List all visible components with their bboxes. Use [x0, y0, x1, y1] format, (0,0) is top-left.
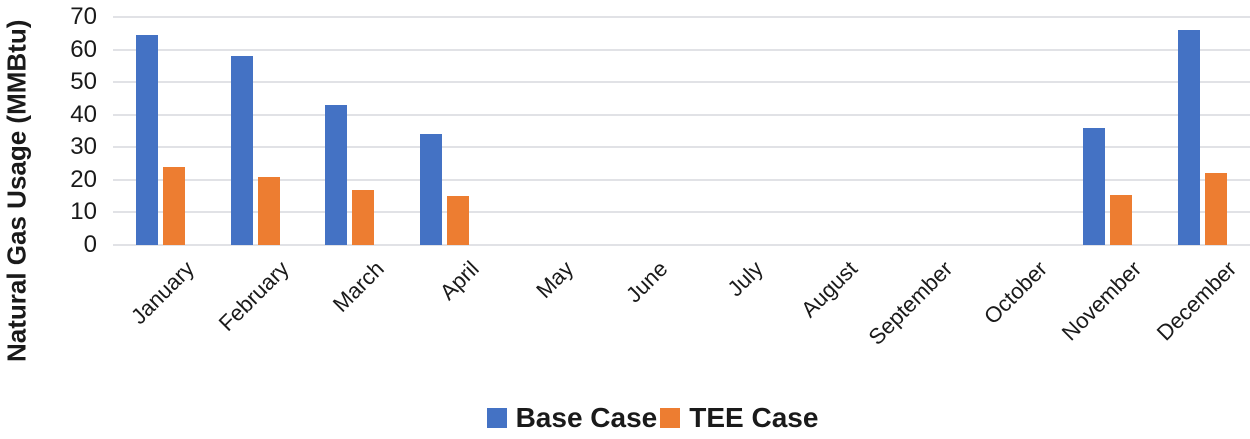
x-tick-label-june: June	[621, 256, 673, 308]
x-tick-label-april: April	[434, 256, 484, 305]
x-tick-label-july: July	[722, 256, 768, 302]
gridline-y-50	[113, 81, 1250, 84]
gridline-y-30	[113, 146, 1250, 149]
legend-label-base-case: Base Case	[515, 402, 658, 433]
bar-base-case-february	[230, 56, 253, 245]
gridline-y-70	[113, 16, 1250, 18]
legend-item-base-case: Base Case	[486, 402, 658, 434]
y-tick-label-20: 20	[70, 165, 97, 193]
legend-swatch-base-case	[486, 408, 507, 428]
legend-swatch-tee-case	[660, 408, 681, 428]
gridline-y-0	[113, 244, 1250, 246]
y-tick-label-70: 70	[70, 3, 97, 30]
x-tick-label-november: November	[1057, 256, 1147, 346]
bar-tee-case-march	[352, 189, 375, 245]
gridline-y-60	[113, 48, 1250, 51]
x-tick-label-december: December	[1151, 256, 1242, 346]
x-tick-label-february: February	[213, 256, 294, 336]
bar-base-case-january	[135, 34, 158, 245]
x-tick-label-march: March	[327, 256, 389, 317]
x-tick-label-october: October	[978, 256, 1052, 330]
gridline-y-10	[113, 211, 1250, 214]
legend-item-tee-case: TEE Case	[660, 402, 818, 434]
y-tick-label-40: 40	[70, 100, 97, 128]
bar-base-case-april	[420, 134, 443, 245]
bar-base-case-december	[1178, 30, 1201, 245]
y-tick-label-10: 10	[70, 198, 97, 226]
legend: Base Case TEE Case	[0, 402, 1250, 434]
bar-tee-case-february	[257, 176, 280, 245]
y-tick-label-0: 0	[83, 231, 97, 258]
x-tick-label-august: August	[796, 256, 863, 323]
x-tick-label-january: January	[126, 256, 200, 330]
y-tick-label-30: 30	[70, 133, 97, 161]
y-tick-label-50: 50	[70, 68, 97, 96]
bar-tee-case-december	[1205, 173, 1228, 245]
bar-base-case-march	[325, 104, 348, 245]
bar-tee-case-january	[162, 166, 185, 245]
x-tick-label-september: September	[863, 256, 958, 350]
legend-label-tee-case: TEE Case	[689, 402, 819, 433]
bar-base-case-november	[1083, 127, 1106, 245]
x-tick-label-may: May	[530, 256, 579, 304]
y-tick-label-60: 60	[70, 35, 97, 63]
bar-tee-case-november	[1110, 194, 1133, 245]
gridline-y-20	[113, 178, 1250, 181]
bar-tee-case-april	[447, 196, 470, 245]
gridline-y-40	[113, 113, 1250, 116]
